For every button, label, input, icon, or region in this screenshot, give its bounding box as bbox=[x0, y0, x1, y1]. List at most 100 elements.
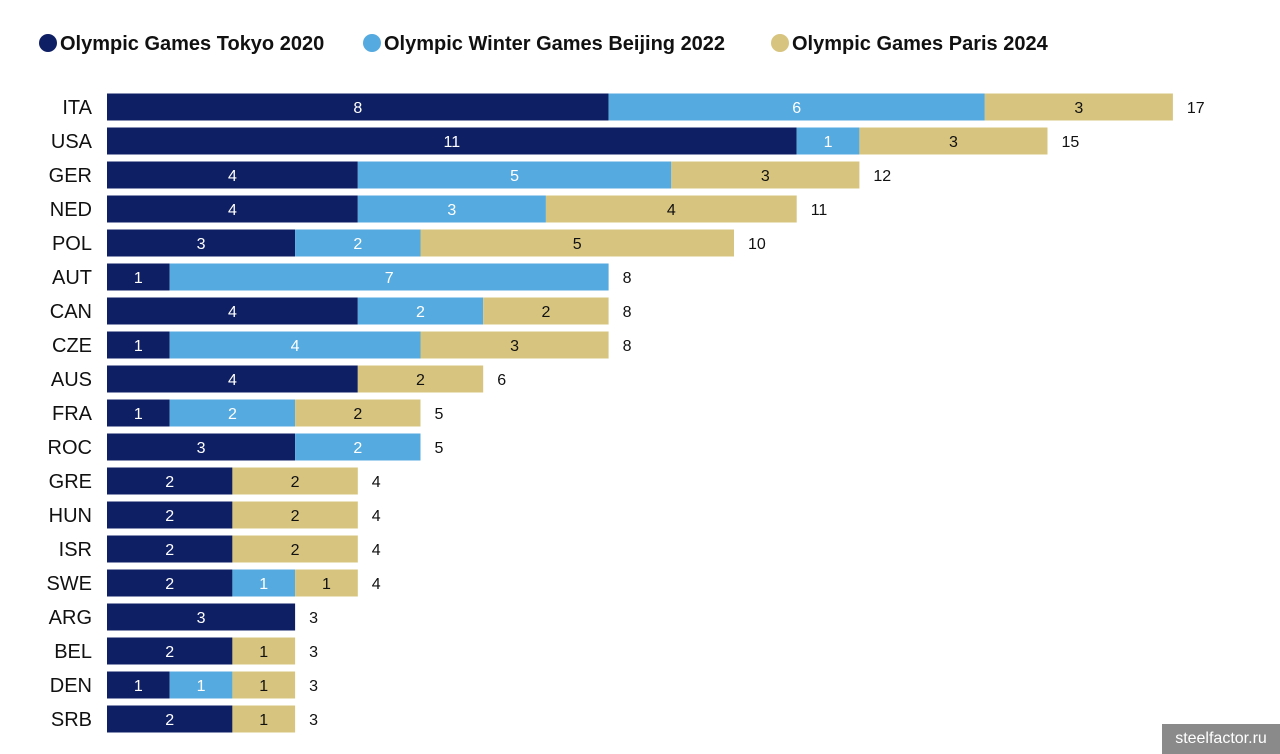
bar-swe-series-1 bbox=[107, 569, 233, 597]
category-label-fra: FRA bbox=[52, 403, 93, 425]
total-label-pol: 10 bbox=[748, 236, 766, 253]
total-label-arg: 3 bbox=[309, 610, 318, 627]
bar-bel-series-3 bbox=[232, 637, 296, 665]
bar-label-roc-series-2: 2 bbox=[353, 440, 362, 457]
bar-cze-series-3 bbox=[420, 331, 609, 359]
category-label-can: CAN bbox=[50, 301, 92, 323]
total-label-swe: 4 bbox=[372, 576, 381, 593]
total-label-can: 8 bbox=[623, 304, 632, 321]
category-label-isr: ISR bbox=[59, 539, 92, 561]
bar-fra-series-2 bbox=[169, 399, 296, 427]
bar-ita-series-1 bbox=[107, 93, 609, 121]
bar-pol-series-1 bbox=[107, 229, 296, 257]
bar-aus-series-3 bbox=[357, 365, 484, 393]
bar-label-can-series-2: 2 bbox=[416, 304, 425, 321]
bar-label-aus-series-1: 4 bbox=[228, 372, 237, 389]
bar-label-aus-series-3: 2 bbox=[416, 372, 425, 389]
bar-label-ita-series-1: 8 bbox=[353, 100, 362, 117]
bar-label-bel-series-1: 2 bbox=[165, 644, 174, 661]
bar-label-aut-series-2: 7 bbox=[385, 270, 394, 287]
bar-label-can-series-1: 4 bbox=[228, 304, 237, 321]
bar-label-aut-series-1: 1 bbox=[134, 270, 143, 287]
bar-label-gre-series-3: 2 bbox=[291, 474, 300, 491]
bar-hun-series-1 bbox=[107, 501, 233, 529]
bar-label-ned-series-2: 3 bbox=[447, 202, 456, 219]
bar-can-series-1 bbox=[107, 297, 358, 325]
bar-swe-series-3 bbox=[295, 569, 358, 597]
bar-label-ned-series-3: 4 bbox=[667, 202, 676, 219]
bar-label-usa-series-1: 11 bbox=[444, 134, 461, 151]
bar-label-pol-series-2: 2 bbox=[353, 236, 362, 253]
watermark: steelfactor.ru bbox=[1162, 724, 1280, 754]
bar-roc-series-1 bbox=[107, 433, 296, 461]
total-label-hun: 4 bbox=[372, 508, 381, 525]
bar-label-bel-series-3: 1 bbox=[259, 644, 268, 661]
bar-label-pol-series-3: 5 bbox=[573, 236, 582, 253]
category-label-cze: CZE bbox=[52, 335, 92, 357]
bar-aut-series-2 bbox=[169, 263, 609, 291]
bar-label-isr-series-1: 2 bbox=[165, 542, 174, 559]
legend-label-1: Olympic Games Tokyo 2020 bbox=[60, 33, 324, 55]
total-label-fra: 5 bbox=[435, 406, 444, 423]
bar-usa-series-2 bbox=[796, 127, 860, 155]
bar-label-ita-series-3: 3 bbox=[1074, 100, 1083, 117]
bar-label-swe-series-2: 1 bbox=[259, 576, 268, 593]
total-label-gre: 4 bbox=[372, 474, 381, 491]
category-label-ned: NED bbox=[50, 199, 92, 221]
bar-label-ita-series-2: 6 bbox=[792, 100, 801, 117]
category-label-aus: AUS bbox=[51, 369, 92, 391]
legend-label-2: Olympic Winter Games Beijing 2022 bbox=[384, 33, 725, 55]
bar-fra-series-3 bbox=[295, 399, 421, 427]
bar-swe-series-2 bbox=[232, 569, 296, 597]
bar-label-ned-series-1: 4 bbox=[228, 202, 237, 219]
bar-label-cze-series-3: 3 bbox=[510, 338, 519, 355]
legend-marker-1 bbox=[39, 34, 57, 52]
bar-ned-series-1 bbox=[107, 195, 358, 223]
bar-arg-series-1 bbox=[107, 603, 296, 631]
bar-gre-series-1 bbox=[107, 467, 233, 495]
bar-label-fra-series-2: 2 bbox=[228, 406, 237, 423]
bar-label-hun-series-1: 2 bbox=[165, 508, 174, 525]
bar-ned-series-3 bbox=[545, 195, 797, 223]
bar-label-ger-series-3: 3 bbox=[761, 168, 770, 185]
bar-fra-series-1 bbox=[107, 399, 170, 427]
total-label-ita: 17 bbox=[1187, 100, 1205, 117]
bar-ger-series-2 bbox=[357, 161, 672, 189]
bar-gre-series-3 bbox=[232, 467, 358, 495]
bar-aut-series-1 bbox=[107, 263, 170, 291]
total-label-aus: 6 bbox=[497, 372, 506, 389]
bar-label-srb-series-3: 1 bbox=[259, 712, 268, 729]
bar-aus-series-1 bbox=[107, 365, 358, 393]
bar-hun-series-3 bbox=[232, 501, 358, 529]
bar-ned-series-2 bbox=[357, 195, 546, 223]
bar-label-den-series-3: 1 bbox=[259, 678, 268, 695]
bar-can-series-2 bbox=[357, 297, 484, 325]
bar-label-isr-series-3: 2 bbox=[291, 542, 300, 559]
bar-can-series-3 bbox=[483, 297, 609, 325]
legend: Olympic Games Tokyo 2020 Olympic Winter G… bbox=[39, 33, 1049, 55]
total-label-ned: 11 bbox=[811, 202, 828, 219]
bar-label-fra-series-1: 1 bbox=[134, 406, 143, 423]
category-label-pol: POL bbox=[52, 233, 92, 255]
bar-den-series-3 bbox=[232, 671, 296, 699]
bar-cze-series-2 bbox=[169, 331, 421, 359]
category-label-swe: SWE bbox=[46, 573, 92, 595]
total-label-isr: 4 bbox=[372, 542, 381, 559]
bar-usa-series-3 bbox=[859, 127, 1048, 155]
category-label-ger: GER bbox=[49, 165, 92, 187]
bar-usa-series-1 bbox=[107, 127, 797, 155]
category-label-gre: GRE bbox=[49, 471, 92, 493]
legend-marker-3 bbox=[771, 34, 789, 52]
bar-label-hun-series-3: 2 bbox=[291, 508, 300, 525]
total-label-ger: 12 bbox=[873, 168, 891, 185]
bar-ita-series-3 bbox=[984, 93, 1173, 121]
bar-label-swe-series-1: 2 bbox=[165, 576, 174, 593]
bar-roc-series-2 bbox=[295, 433, 421, 461]
bar-label-den-series-1: 1 bbox=[134, 678, 143, 695]
bar-label-ger-series-1: 4 bbox=[228, 168, 237, 185]
category-label-arg: ARG bbox=[49, 607, 92, 629]
category-label-usa: USA bbox=[51, 131, 93, 153]
total-label-bel: 3 bbox=[309, 644, 318, 661]
